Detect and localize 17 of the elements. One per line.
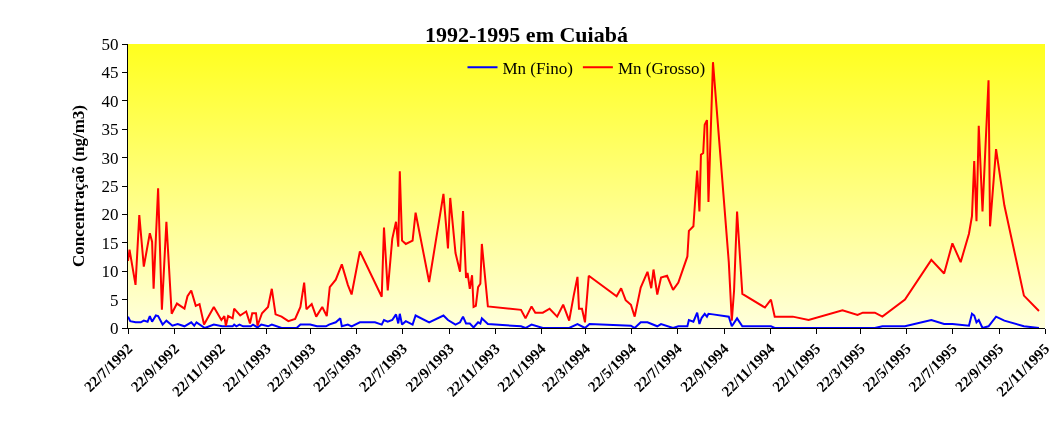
y-tick-label: 15 [101, 233, 119, 253]
y-tick-label: 25 [101, 176, 119, 196]
y-tick-label: 50 [101, 34, 119, 54]
y-axis-title: Concentraçaõ (ng/m3) [69, 105, 89, 267]
y-tick-label: 45 [101, 63, 119, 83]
y-tick-label: 5 [110, 290, 119, 310]
line-series [128, 311, 1040, 328]
y-tick-label: 10 [101, 262, 119, 282]
y-tick-label: 20 [101, 205, 119, 225]
legend-label: Mn (Fino) [502, 58, 573, 78]
y-tick-label: 0 [110, 318, 119, 338]
y-tick-label: 30 [101, 148, 119, 168]
legend-label: Mn (Grosso) [617, 58, 706, 78]
chart-title: 1992-1995 em Cuiabá [425, 21, 628, 47]
y-tick-label: 35 [101, 120, 119, 140]
y-tick-label: 40 [101, 91, 119, 111]
line-series [128, 61, 1040, 327]
